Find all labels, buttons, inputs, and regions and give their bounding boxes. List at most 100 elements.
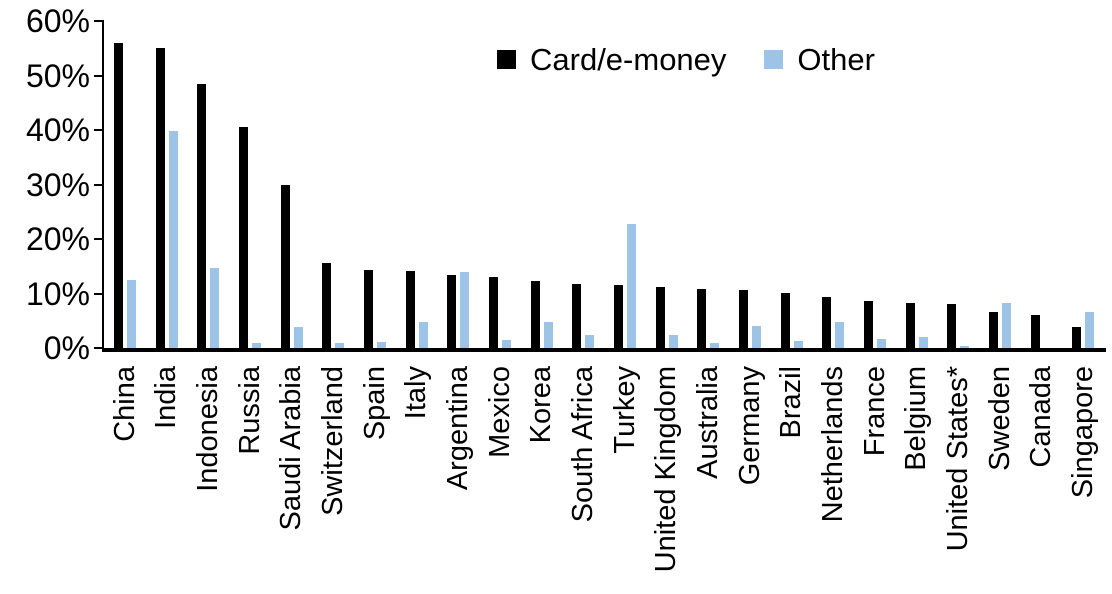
x-tick-label: Singapore xyxy=(1067,366,1100,499)
x-label-col-saudi-arabia: Saudi Arabia xyxy=(271,366,313,592)
y-tick-mark xyxy=(94,183,104,186)
bar-other-germany xyxy=(751,325,761,348)
bar-card-e-money-united-kingdom xyxy=(655,286,665,348)
bar-group-saudi-arabia xyxy=(271,0,313,348)
bar-other-indonesia xyxy=(210,268,220,348)
y-axis-line xyxy=(102,21,104,351)
x-tick-label: Belgium xyxy=(900,366,933,471)
bar-group-brazil xyxy=(771,0,813,348)
x-axis-labels: China India Indonesia Russia Saudi Arabia Swi… xyxy=(104,366,1104,592)
y-tick-mark xyxy=(94,129,104,131)
bar-group-turkey xyxy=(604,0,646,348)
bar-group-united-states xyxy=(937,0,979,348)
other-swatch-icon xyxy=(764,50,784,69)
x-label-col-china: China xyxy=(104,366,146,592)
x-tick-label: Germany xyxy=(733,366,766,486)
x-label-col-south-africa: South Africa xyxy=(562,366,604,592)
bar-group-argentina xyxy=(437,0,479,348)
y-tick-label: 10% xyxy=(25,275,90,312)
x-tick-label: Switzerland xyxy=(316,366,349,516)
bar-card-e-money-korea xyxy=(530,280,540,348)
bar-other-south-africa xyxy=(585,334,595,348)
bar-group-italy xyxy=(396,0,438,348)
bar-group-canada xyxy=(1021,0,1063,348)
bar-group-south-africa xyxy=(562,0,604,348)
legend-item-card-e-money: Card/e-money xyxy=(497,44,726,75)
y-tick-mark xyxy=(94,292,104,295)
bar-card-e-money-saudi-arabia xyxy=(280,184,290,348)
x-tick-label: South Africa xyxy=(567,366,599,523)
x-tick-label: Turkey xyxy=(608,366,641,454)
x-axis-line xyxy=(102,348,1106,352)
x-tick-label: China xyxy=(108,366,141,442)
x-label-col-india: India xyxy=(146,366,188,592)
bar-other-russia xyxy=(251,342,261,348)
bar-other-switzerland xyxy=(335,343,345,348)
bar-card-e-money-italy xyxy=(405,271,415,348)
bar-group-korea xyxy=(521,0,563,348)
x-label-col-korea: Korea xyxy=(521,366,563,592)
x-label-col-russia: Russia xyxy=(229,366,271,592)
bar-card-e-money-china xyxy=(113,42,123,348)
x-tick-label: Russia xyxy=(233,366,266,455)
bar-card-e-money-united-states xyxy=(947,304,957,348)
bar-group-netherlands xyxy=(812,0,854,348)
bar-other-united-states xyxy=(960,346,970,348)
bar-card-e-money-france xyxy=(863,300,873,348)
x-tick-label: United States* xyxy=(942,366,975,552)
x-tick-label: Korea xyxy=(525,366,558,444)
legend-item-other: Other xyxy=(764,44,875,75)
bar-card-e-money-canada xyxy=(1030,314,1040,348)
plot-area xyxy=(104,0,1104,348)
x-label-col-spain: Spain xyxy=(354,366,396,592)
bar-card-e-money-indonesia xyxy=(197,83,207,348)
y-tick-mark xyxy=(94,74,104,77)
x-label-col-mexico: Mexico xyxy=(479,366,521,592)
bar-other-belgium xyxy=(918,336,928,348)
bar-card-e-money-turkey xyxy=(613,284,623,348)
bar-card-e-money-mexico xyxy=(488,277,498,348)
bar-group-mexico xyxy=(479,0,521,348)
y-tick-label: 60% xyxy=(25,3,90,39)
bar-other-brazil xyxy=(793,341,803,348)
bar-card-e-money-australia xyxy=(697,288,707,348)
x-label-col-australia: Australia xyxy=(687,366,729,592)
y-tick-mark xyxy=(94,20,104,22)
x-tick-label: Spain xyxy=(358,366,391,441)
bar-other-australia xyxy=(710,342,720,348)
legend-label: Other xyxy=(797,42,875,77)
y-tick-mark xyxy=(94,347,104,349)
bar-card-e-money-russia xyxy=(238,127,248,348)
bar-other-argentina xyxy=(460,271,470,348)
bar-other-france xyxy=(876,339,886,348)
x-label-col-turkey: Turkey xyxy=(604,366,646,592)
bar-group-france xyxy=(854,0,896,348)
bar-other-sweden xyxy=(1001,303,1011,348)
y-tick-label: 0% xyxy=(43,330,90,366)
x-tick-label: Brazil xyxy=(775,366,808,439)
bar-group-china xyxy=(104,0,146,348)
bar-other-turkey xyxy=(626,224,636,348)
bar-group-sweden xyxy=(979,0,1021,348)
bar-other-united-kingdom xyxy=(668,334,678,348)
bar-group-singapore xyxy=(1062,0,1104,348)
x-label-col-argentina: Argentina xyxy=(437,366,479,592)
x-label-col-sweden: Sweden xyxy=(979,366,1021,592)
y-tick-label: 40% xyxy=(25,112,90,148)
bar-other-india xyxy=(168,131,178,348)
bar-other-italy xyxy=(418,322,428,348)
x-label-col-singapore: Singapore xyxy=(1062,366,1104,592)
card-e-money-swatch-icon xyxy=(497,50,516,69)
bar-card-e-money-india xyxy=(155,48,165,348)
bar-card-e-money-argentina xyxy=(447,274,457,348)
bar-card-e-money-switzerland xyxy=(322,262,332,348)
legend-label: Card/e-money xyxy=(530,42,727,77)
x-label-col-canada: Canada xyxy=(1021,366,1063,592)
y-tick-label: 30% xyxy=(25,166,90,203)
x-label-col-germany: Germany xyxy=(729,366,771,592)
x-label-col-brazil: Brazil xyxy=(771,366,813,592)
x-label-col-united-kingdom: United Kingdom xyxy=(646,366,688,592)
x-label-col-netherlands: Netherlands xyxy=(812,366,854,592)
bar-group-belgium xyxy=(896,0,938,348)
